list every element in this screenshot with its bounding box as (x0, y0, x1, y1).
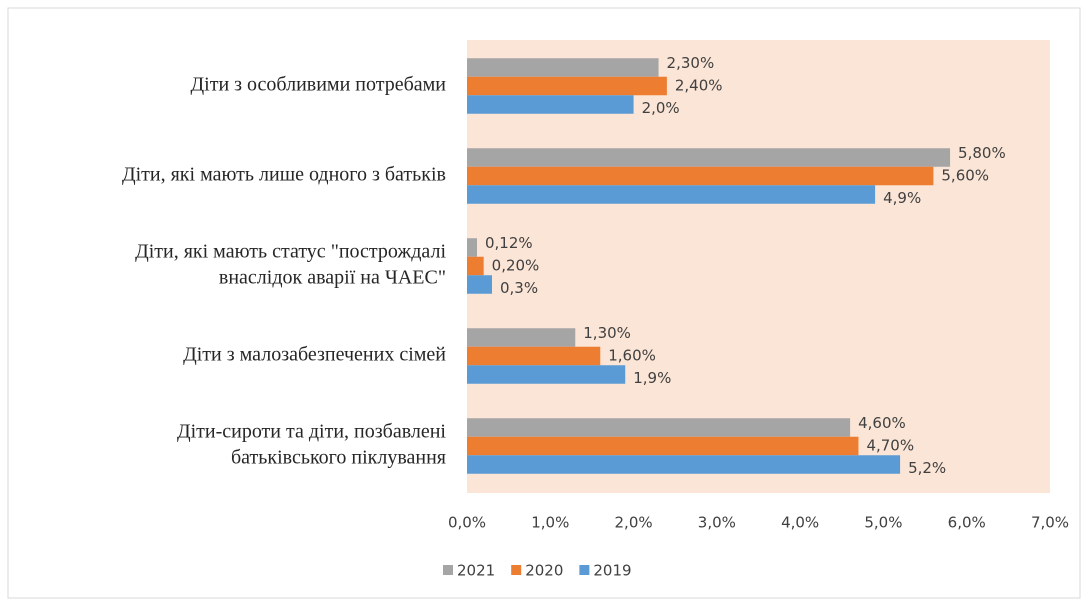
value-label: 4,60% (858, 414, 906, 432)
x-tick-label: 3,0% (698, 514, 736, 532)
legend-swatch (579, 565, 590, 575)
category-label: Діти-сироти та діти, позбавлені (177, 421, 446, 443)
value-label: 1,60% (608, 347, 656, 365)
legend-label: 2019 (593, 562, 631, 580)
bar (467, 238, 477, 257)
value-label: 5,60% (941, 167, 989, 185)
value-label: 4,9% (883, 189, 921, 207)
value-label: 5,2% (908, 459, 946, 477)
x-tick-label: 6,0% (948, 514, 986, 532)
legend-swatch (511, 565, 522, 575)
category-label: Діти, які мають лише одного з батьків (122, 164, 446, 186)
bar (467, 436, 859, 456)
legend-label: 2020 (525, 562, 563, 580)
value-label: 2,0% (642, 99, 680, 117)
bar (467, 95, 634, 114)
category-label: Діти з малозабезпечених сімей (183, 344, 446, 366)
bar (467, 455, 901, 474)
bar (467, 275, 492, 294)
bar (467, 256, 484, 276)
bar (467, 58, 659, 77)
x-tick-label: 0,0% (448, 514, 486, 532)
category-label: внаслідок аварії на ЧАЕС" (219, 267, 446, 289)
bar (467, 166, 934, 186)
value-label: 2,40% (675, 77, 723, 95)
x-tick-label: 1,0% (531, 514, 569, 532)
bar (467, 328, 576, 347)
bar (467, 418, 851, 437)
value-label: 0,12% (485, 234, 533, 252)
plot-background (467, 40, 1050, 493)
x-tick-label: 7,0% (1031, 514, 1069, 532)
legend-label: 2021 (457, 562, 495, 580)
category-label: Діти, які мають статус "построждалі (135, 241, 446, 263)
value-label: 0,3% (500, 279, 538, 297)
bar (467, 76, 667, 96)
x-tick-label: 5,0% (864, 514, 902, 532)
value-label: 5,80% (958, 144, 1006, 162)
value-label: 2,30% (667, 54, 715, 72)
value-label: 1,30% (583, 324, 631, 342)
category-label: Діти з особливими потребами (191, 74, 447, 96)
value-label: 4,70% (866, 437, 914, 455)
bar (467, 148, 951, 167)
category-label: батьківського піклування (231, 447, 446, 469)
value-label: 0,20% (492, 257, 540, 275)
bar (467, 185, 876, 204)
legend-swatch (443, 565, 453, 575)
bar (467, 365, 626, 384)
value-label: 1,9% (633, 369, 671, 387)
x-tick-label: 2,0% (615, 514, 653, 532)
x-tick-label: 4,0% (781, 514, 819, 532)
bar (467, 346, 601, 366)
